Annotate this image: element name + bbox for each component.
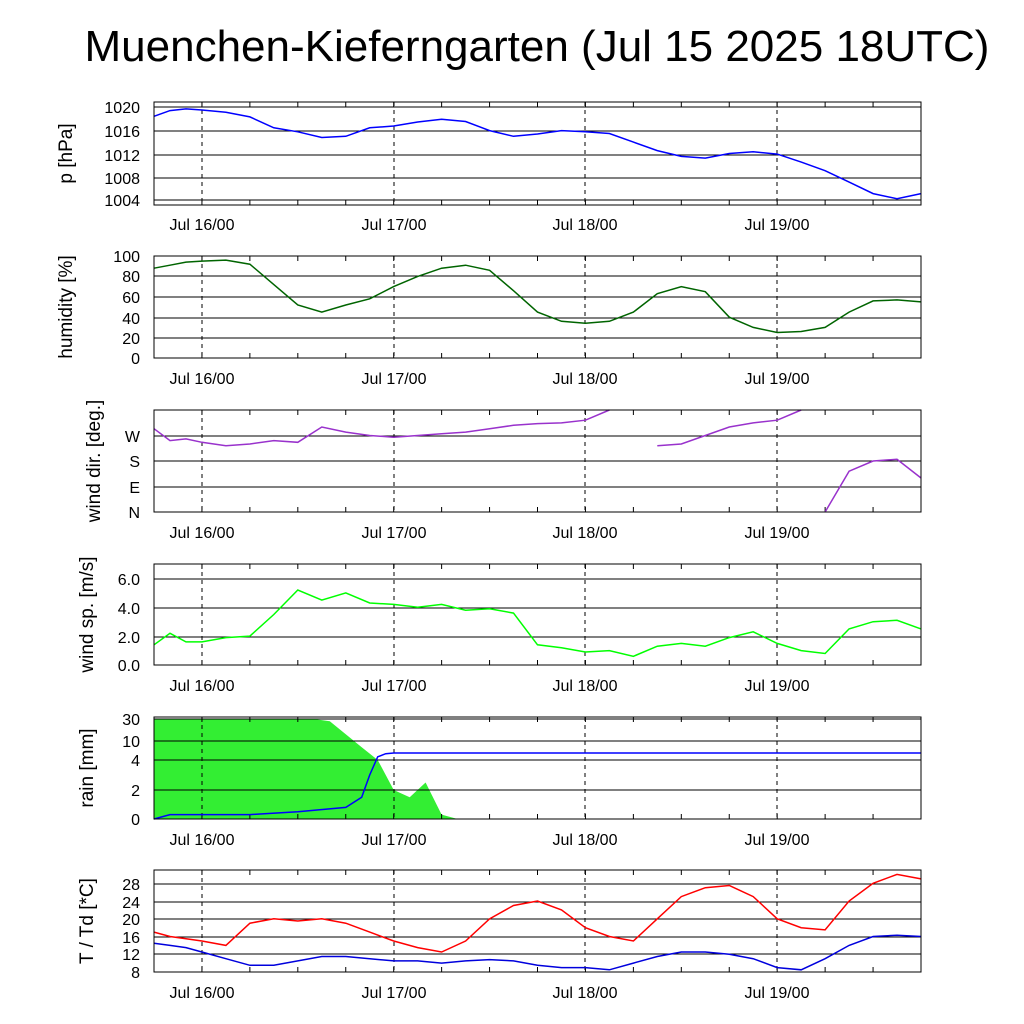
y-tick-label: 0 xyxy=(131,351,140,368)
y-tick-label: 2 xyxy=(131,783,140,800)
temperature-y-axis-label: T / Td [*C] xyxy=(77,878,98,964)
y-tick-label: 16 xyxy=(122,930,140,947)
x-tick-label: Jul 18/00 xyxy=(553,525,618,542)
x-tick-label: Jul 19/00 xyxy=(745,678,810,695)
y-tick-label: E xyxy=(129,480,140,497)
x-tick-label: Jul 18/00 xyxy=(553,217,618,234)
wind_direction-frame xyxy=(153,409,922,513)
x-tick-label: Jul 16/00 xyxy=(170,832,235,849)
x-tick-label: Jul 17/00 xyxy=(362,832,427,849)
y-tick-label: 24 xyxy=(122,895,140,912)
y-tick-label: 1008 xyxy=(104,171,140,188)
y-tick-label: 6.0 xyxy=(118,572,140,589)
y-tick-label: 0 xyxy=(131,812,140,829)
y-tick-label: 2.0 xyxy=(118,630,140,647)
y-tick-label: 1016 xyxy=(104,124,140,141)
y-tick-label: 8 xyxy=(131,965,140,982)
rain-series-line xyxy=(153,752,921,820)
x-tick-label: Jul 16/00 xyxy=(170,985,235,1002)
y-tick-label: 1004 xyxy=(104,193,140,210)
y-tick-label: 20 xyxy=(122,912,140,929)
y-tick-label: 100 xyxy=(113,249,140,266)
humidity-frame xyxy=(153,255,922,359)
wind_direction-y-axis-label: wind dir. [deg.] xyxy=(84,400,105,524)
y-tick-label: 60 xyxy=(122,290,140,307)
y-tick-label: 4.0 xyxy=(118,601,140,618)
y-tick-label: W xyxy=(125,429,141,446)
pressure-frame xyxy=(153,101,922,206)
humidity-series-line xyxy=(153,259,922,334)
y-tick-label: 0.0 xyxy=(118,658,140,675)
x-tick-label: Jul 19/00 xyxy=(745,985,810,1002)
x-tick-label: Jul 19/00 xyxy=(745,217,810,234)
x-tick-label: Jul 17/00 xyxy=(362,371,427,388)
y-tick-label: 1020 xyxy=(104,100,140,117)
x-tick-label: Jul 16/00 xyxy=(170,525,235,542)
x-tick-label: Jul 19/00 xyxy=(745,832,810,849)
pressure-series-line xyxy=(153,108,922,200)
x-tick-label: Jul 17/00 xyxy=(362,525,427,542)
x-tick-label: Jul 19/00 xyxy=(745,525,810,542)
x-tick-label: Jul 18/00 xyxy=(553,371,618,388)
x-tick-label: Jul 16/00 xyxy=(170,217,235,234)
x-tick-label: Jul 16/00 xyxy=(170,371,235,388)
y-tick-label: 4 xyxy=(131,753,140,770)
precipitation-area xyxy=(154,719,458,819)
temperature-frame xyxy=(153,869,922,973)
x-tick-label: Jul 18/00 xyxy=(553,832,618,849)
y-tick-label: 80 xyxy=(122,269,140,286)
rain-y-axis-label: rain [mm] xyxy=(77,728,98,807)
x-tick-label: Jul 17/00 xyxy=(362,217,427,234)
wind_speed-panel: 6.0 4.0 2.0 0.0 wind sp. [m/s] Jul 16/00 Jul 1… xyxy=(77,556,922,695)
rain-panel: 30 10 4 2 0 rain [mm] Jul 16/00 Jul 17/00 Jul 18… xyxy=(77,712,922,849)
y-tick-label: 10 xyxy=(122,734,140,751)
wind_speed-frame xyxy=(153,563,922,666)
y-tick-label: 30 xyxy=(122,712,140,729)
x-tick-label: Jul 18/00 xyxy=(553,985,618,1002)
y-tick-label: 1012 xyxy=(104,148,140,165)
temperature-series-line xyxy=(153,934,922,971)
x-tick-label: Jul 18/00 xyxy=(553,678,618,695)
wind_speed-series-line xyxy=(153,589,922,658)
x-tick-label: Jul 17/00 xyxy=(362,985,427,1002)
x-tick-label: Jul 16/00 xyxy=(170,678,235,695)
wind_speed-y-axis-label: wind sp. [m/s] xyxy=(77,556,98,673)
humidity-y-axis-label: humidity [%] xyxy=(56,255,77,358)
page-title: Muenchen-Kieferngarten (Jul 15 2025 18UT… xyxy=(84,22,990,71)
temperature-series-line xyxy=(153,873,922,953)
pressure-panel: 1020 1016 1012 1008 1004 p [hPa] Jul 16/00 Jul … xyxy=(56,100,922,234)
rain-frame xyxy=(153,716,922,820)
y-tick-label: 28 xyxy=(122,877,140,894)
y-tick-label: 40 xyxy=(122,311,140,328)
y-tick-label: N xyxy=(128,505,140,522)
y-tick-label: 20 xyxy=(122,331,140,348)
pressure-y-axis-label: p [hPa] xyxy=(56,123,77,183)
x-tick-label: Jul 17/00 xyxy=(362,678,427,695)
y-tick-label: 12 xyxy=(122,947,140,964)
humidity-panel: 100 80 60 40 20 0 humidity [%] Jul 16/00 Jul 17/… xyxy=(56,249,922,388)
y-tick-label: S xyxy=(129,454,140,471)
x-tick-label: Jul 19/00 xyxy=(745,371,810,388)
wind_direction-series-line xyxy=(153,409,922,513)
